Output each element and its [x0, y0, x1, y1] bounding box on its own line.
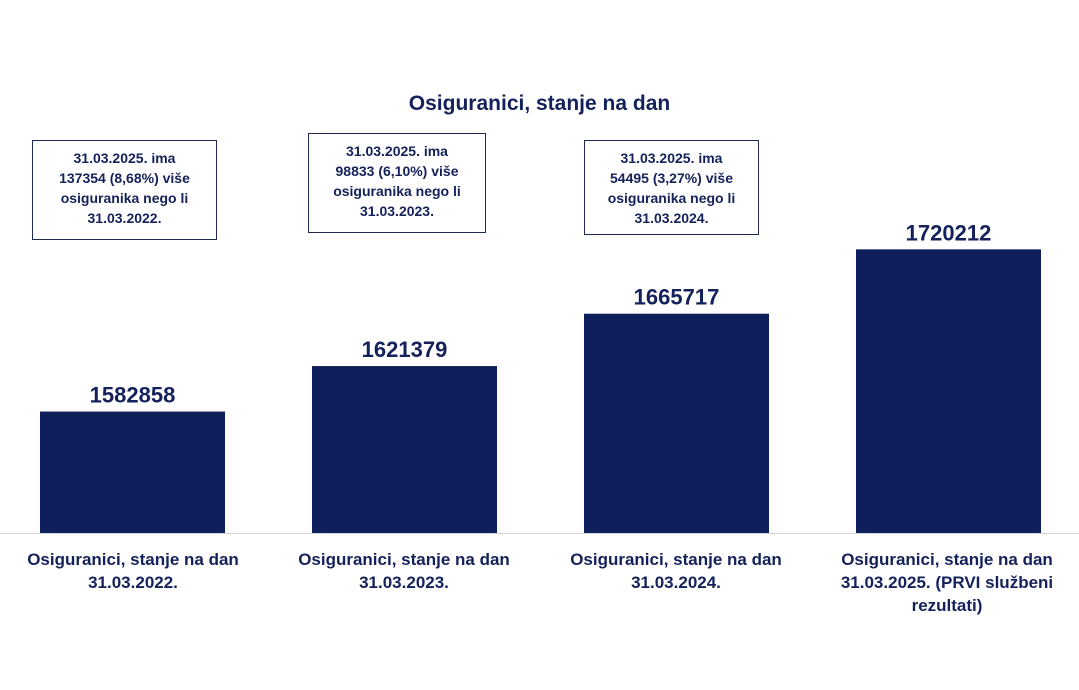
category-label-line: rezultati) — [911, 596, 983, 615]
annotation-line: 31.03.2025. ima — [73, 150, 176, 166]
annotation-box-2023: 31.03.2025. ima 98833 (6,10%) više osigu… — [308, 133, 486, 233]
category-label-line: 31.03.2022. — [88, 573, 178, 592]
data-label: 1582858 — [90, 383, 176, 408]
annotation-box-2022: 31.03.2025. ima 137354 (8,68%) više osig… — [32, 140, 217, 240]
data-label: 1665717 — [634, 285, 720, 310]
annotation-line: 137354 (8,68%) više — [59, 170, 190, 186]
category-label-line: 31.03.2025. (PRVI službeni — [840, 573, 1054, 592]
annotation-line: 31.03.2025. ima — [346, 143, 448, 159]
category-label-line: 31.03.2023. — [359, 573, 449, 592]
annotation-line: osiguranika nego li — [607, 190, 736, 206]
annotation-line: 98833 (6,10%) više — [335, 163, 459, 179]
category-label-line: Osiguranici, stanje na dan — [27, 550, 239, 569]
category-label-2023: Osiguranici, stanje na dan 31.03.2023. — [279, 548, 529, 594]
bar — [312, 366, 497, 533]
category-label-line: 31.03.2024. — [631, 573, 721, 592]
annotation-line: osiguranika nego li — [60, 190, 189, 206]
category-label-2022: Osiguranici, stanje na dan 31.03.2022. — [8, 548, 258, 594]
data-label: 1621379 — [362, 337, 448, 362]
bar — [856, 249, 1041, 534]
annotation-line: 31.03.2022. — [87, 210, 162, 226]
annotation-line: osiguranika nego li — [333, 183, 461, 199]
annotation-line: 31.03.2023. — [360, 203, 434, 219]
category-label-line: Osiguranici, stanje na dan — [570, 550, 782, 569]
category-label-2025: Osiguranici, stanje na dan 31.03.2025. (… — [822, 548, 1072, 617]
category-label-2024: Osiguranici, stanje na dan 31.03.2024. — [551, 548, 801, 594]
bar — [40, 411, 225, 533]
annotation-line: 31.03.2025. ima — [620, 150, 723, 166]
bar — [584, 313, 769, 533]
data-label: 1720212 — [906, 220, 992, 245]
annotation-line: 54495 (3,27%) više — [610, 170, 733, 186]
annotation-box-2024: 31.03.2025. ima 54495 (3,27%) više osigu… — [584, 140, 759, 235]
annotation-line: 31.03.2024. — [634, 210, 709, 226]
chart-title: Osiguranici, stanje na dan — [408, 92, 671, 115]
category-label-line: Osiguranici, stanje na dan — [841, 550, 1053, 569]
category-label-line: Osiguranici, stanje na dan — [298, 550, 510, 569]
